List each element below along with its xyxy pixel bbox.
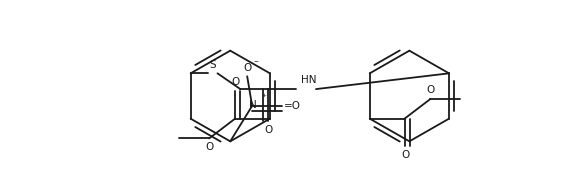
Text: =O: =O (284, 101, 301, 111)
Text: O: O (231, 77, 239, 87)
Text: O: O (427, 85, 434, 95)
Text: O: O (205, 142, 214, 152)
Text: $^{-}$: $^{-}$ (253, 58, 259, 67)
Text: O: O (264, 125, 272, 135)
Text: O: O (401, 150, 410, 160)
Text: $^{+}$: $^{+}$ (261, 93, 267, 102)
Text: S: S (209, 60, 216, 70)
Text: N: N (249, 100, 257, 110)
Text: O: O (243, 63, 251, 73)
Text: HN: HN (301, 75, 316, 85)
